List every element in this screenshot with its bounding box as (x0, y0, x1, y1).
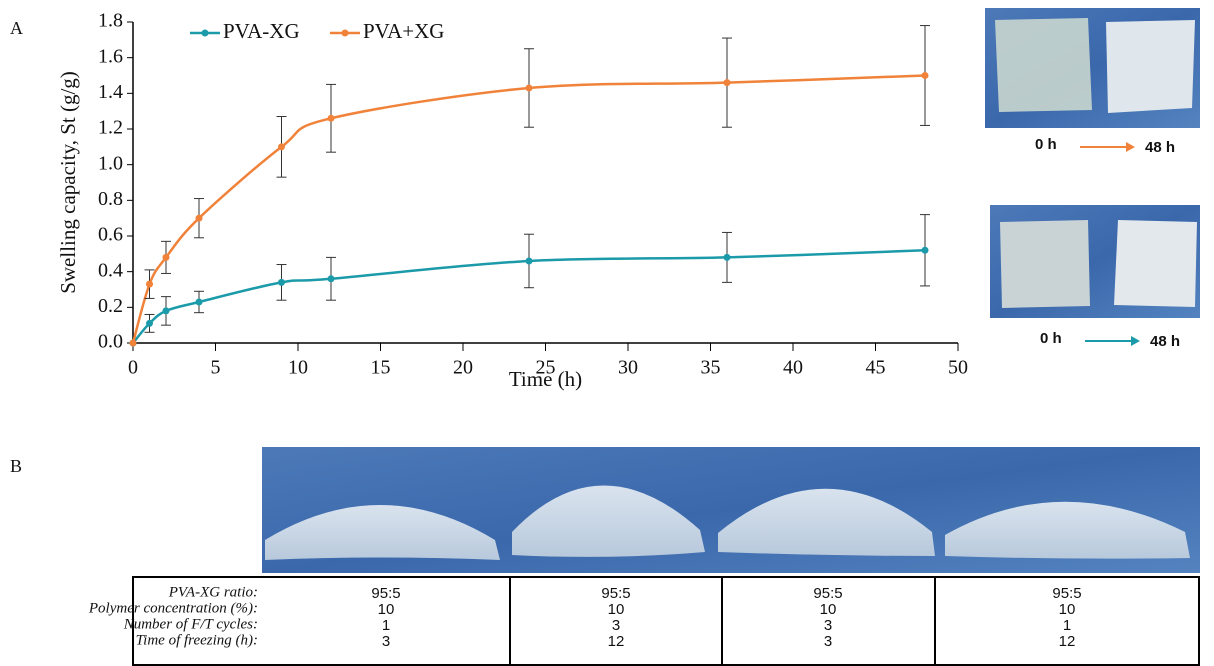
row-label: PVA-XG ratio: (168, 584, 258, 600)
table-cell: 10 (1059, 601, 1076, 618)
data-point (195, 214, 203, 222)
table-cell: 12 (1059, 633, 1076, 650)
gel-piece (1000, 220, 1090, 308)
y-tick-label: 0.0 (98, 331, 123, 353)
data-point (723, 253, 731, 261)
x-tick-label: 0 (128, 357, 138, 379)
data-point (723, 79, 731, 87)
data-point (162, 307, 170, 315)
table-cell: 3 (824, 633, 832, 650)
gel-piece (995, 18, 1092, 112)
legend-label: PVA+XG (363, 19, 444, 43)
data-point (162, 253, 170, 261)
data-point (921, 72, 929, 79)
y-tick-label: 0.6 (98, 224, 123, 246)
photo-label: 48 h (1150, 333, 1180, 350)
table-cell: 3 (612, 617, 620, 634)
arrow-head (1126, 142, 1135, 152)
x-axis-label: Time (h) (509, 367, 582, 391)
y-tick-label: 1.8 (98, 10, 123, 32)
y-tick-label: 1.6 (98, 45, 123, 67)
legend-marker (341, 29, 349, 37)
panel-label: A (10, 18, 23, 38)
data-point (525, 257, 533, 265)
row-label: Number of F/T cycles: (123, 616, 258, 632)
y-tick-label: 1.4 (98, 81, 123, 103)
y-tick-label: 0.2 (98, 295, 123, 317)
x-tick-label: 25 (536, 357, 556, 379)
data-point (327, 275, 335, 283)
table-cell: 1 (382, 617, 390, 634)
photo-label: 48 h (1145, 139, 1175, 156)
table-cell: 12 (608, 633, 625, 650)
x-tick-label: 50 (948, 357, 968, 379)
gel-piece (265, 505, 500, 560)
photo-label: 0 h (1040, 330, 1062, 347)
table-cell: 10 (608, 601, 625, 618)
data-point (129, 339, 137, 347)
data-point (146, 280, 153, 288)
table-cell: 3 (382, 633, 390, 650)
table-cell: 95:5 (371, 585, 400, 602)
data-point (146, 319, 153, 327)
data-point (278, 143, 285, 151)
table-cell: 10 (378, 601, 395, 618)
gel-piece (1114, 220, 1197, 307)
data-point (525, 84, 533, 92)
table-cell: 3 (824, 617, 832, 634)
x-tick-label: 15 (371, 357, 391, 379)
table-cell: 95:5 (813, 585, 842, 602)
y-tick-label: 1.2 (98, 117, 123, 139)
arrow-head (1131, 336, 1140, 346)
gel-piece (1106, 20, 1195, 113)
y-axis-label: Swelling capacity, St (g/g) (56, 71, 80, 294)
panel-label: B (10, 456, 22, 476)
x-tick-label: 40 (783, 357, 803, 379)
x-tick-label: 45 (866, 357, 886, 379)
row-label: Polymer concentration (%): (88, 600, 258, 616)
photo-label: 0 h (1035, 136, 1057, 153)
table-cell: 95:5 (601, 585, 630, 602)
y-tick-label: 0.8 (98, 188, 123, 210)
x-tick-label: 5 (211, 357, 221, 379)
gel-piece (945, 501, 1190, 559)
data-point (327, 114, 335, 122)
table-cell: 1 (1063, 617, 1071, 634)
data-point (921, 246, 929, 254)
data-point (195, 298, 203, 306)
legend-label: PVA-XG (223, 19, 300, 43)
table-cell: 10 (820, 601, 837, 618)
data-point (278, 278, 285, 286)
x-tick-label: 35 (701, 357, 721, 379)
gel-piece (718, 488, 935, 556)
table-cell: 95:5 (1052, 585, 1081, 602)
gel-piece (512, 485, 705, 557)
x-tick-label: 10 (288, 357, 308, 379)
legend-marker (201, 29, 209, 37)
row-label: Time of freezing (h): (136, 632, 258, 648)
table-border (132, 576, 1200, 666)
x-tick-label: 30 (618, 357, 638, 379)
y-tick-label: 0.4 (98, 259, 123, 281)
y-tick-label: 1.0 (98, 152, 123, 174)
x-tick-label: 20 (453, 357, 473, 379)
